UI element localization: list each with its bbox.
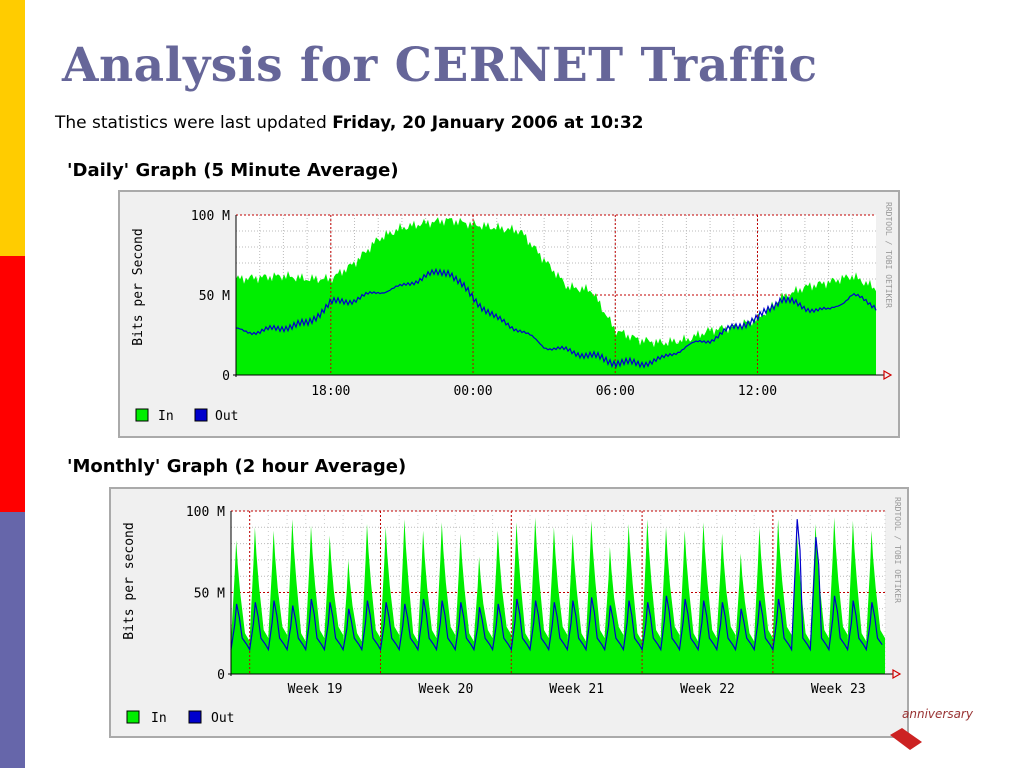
daily-graph-caption: 'Daily' Graph (5 Minute Average) (67, 160, 399, 181)
x-tick-label: Week 19 (288, 682, 343, 697)
x-tick-label: Week 23 (811, 682, 866, 697)
last-updated-line: The statistics were last updated Friday,… (55, 113, 644, 133)
daily-legend-out-label: Out (215, 409, 238, 424)
daily-y-axis-label: Bits per Second (131, 228, 146, 345)
x-axis-arrow (892, 668, 902, 680)
monthly-graph-svg: Bits per second RRDTOOL / TOBI OETIKER W… (122, 497, 902, 726)
y-tick-label: 0 (222, 369, 230, 384)
last-updated-value: Friday, 20 January 2006 at 10:32 (332, 113, 644, 133)
series-in-area (231, 517, 885, 674)
series-out-line (230, 519, 883, 652)
last-updated-prefix: The statistics were last updated (55, 113, 333, 133)
y-tick-label: 50 M (194, 587, 225, 602)
side-stripe-purple (0, 512, 25, 768)
x-tick-label: 06:00 (596, 384, 635, 399)
slide-title: Analysis for CERNET Traffic (62, 38, 818, 93)
monthly-legend-out-label: Out (211, 711, 234, 726)
side-stripe-yellow (0, 0, 25, 256)
daily-graph-panel: Bits per Second RRDTOOL / TOBI OETIKER 1… (118, 190, 900, 438)
x-axis-arrow (883, 369, 893, 381)
anniversary-text: anniversary (902, 707, 974, 721)
series-in-area (236, 217, 876, 375)
anniversary-logo: anniversary (880, 690, 980, 754)
x-tick-label: 12:00 (738, 384, 777, 399)
daily-plot-area: 18:00 00:00 06:00 12:00 0 50 M 100 M (191, 209, 893, 399)
daily-legend-in-label: In (158, 409, 174, 424)
x-tick-label: 00:00 (453, 384, 492, 399)
x-tick-label: Week 22 (680, 682, 735, 697)
monthly-legend-in-label: In (151, 711, 167, 726)
daily-legend-out-swatch (194, 408, 208, 422)
monthly-plot-area: Week 19 Week 20 Week 21 Week 22 Week 23 0 50 M… (186, 505, 902, 697)
logo-red-mark (890, 728, 922, 750)
x-tick-label: Week 21 (549, 682, 604, 697)
y-tick-label: 100 M (186, 505, 225, 520)
x-tick-label: 18:00 (311, 384, 350, 399)
series-out-line (235, 267, 877, 369)
side-stripe-red (0, 256, 25, 512)
monthly-side-credit: RRDTOOL / TOBI OETIKER (893, 497, 902, 603)
y-tick-label: 50 M (199, 289, 230, 304)
daily-legend-in-swatch (135, 408, 149, 422)
monthly-legend-in-swatch (126, 710, 140, 724)
daily-side-credit: RRDTOOL / TOBI OETIKER (884, 202, 893, 308)
monthly-legend-out-swatch (188, 710, 202, 724)
monthly-graph-caption: 'Monthly' Graph (2 hour Average) (67, 456, 407, 477)
y-tick-label: 0 (217, 668, 225, 683)
x-tick-label: Week 20 (418, 682, 473, 697)
y-tick-label: 100 M (191, 209, 230, 224)
monthly-graph-panel: Bits per second RRDTOOL / TOBI OETIKER W… (109, 487, 909, 738)
monthly-y-axis-label: Bits per second (122, 522, 137, 639)
daily-graph-svg: Bits per Second RRDTOOL / TOBI OETIKER 1… (131, 202, 893, 424)
